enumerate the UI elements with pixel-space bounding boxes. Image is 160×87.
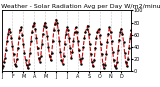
Title: Milwaukee Weather - Solar Radiation Avg per Day W/m2/minute: Milwaukee Weather - Solar Radiation Avg … — [0, 4, 160, 9]
